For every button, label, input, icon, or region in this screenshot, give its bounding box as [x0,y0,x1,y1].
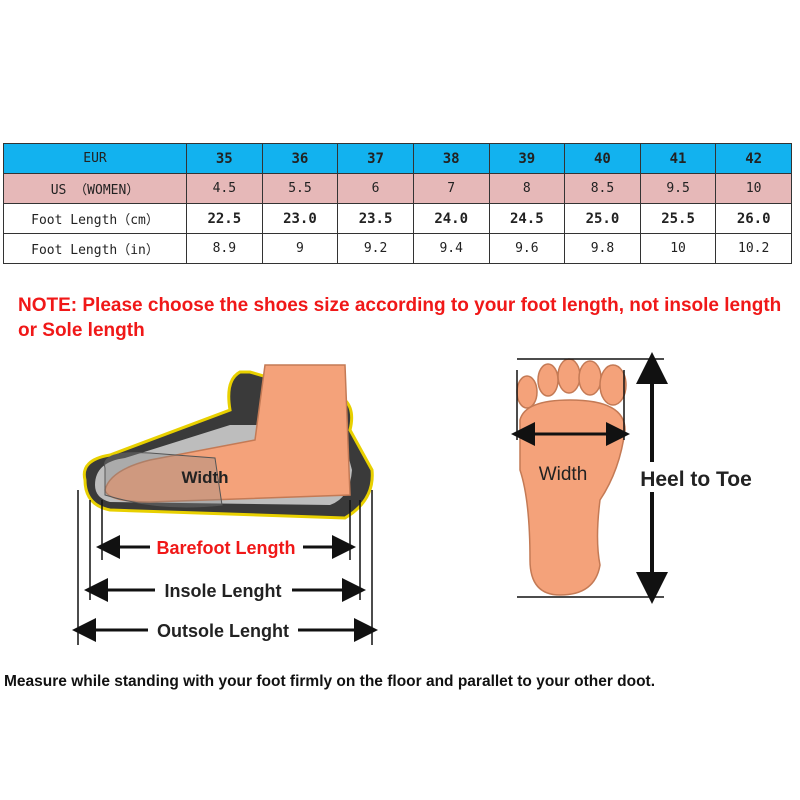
shoe-illustration [82,364,374,520]
heel-to-toe-label: Heel to Toe [640,468,752,491]
cell: 10 [715,173,792,204]
row-label: EUR [3,143,187,174]
foot-width-label: Width [539,464,588,485]
cell: 25.0 [564,203,641,234]
cell: 40 [564,143,641,174]
cell: 9 [261,233,339,264]
cell: 37 [337,143,414,174]
barefoot-length-label: Barefoot Length [157,538,296,558]
cell: 42 [715,143,792,174]
cell: 8 [488,173,566,204]
foot-sole-icon [516,358,627,596]
shoe-width-label: Width [181,468,228,487]
label-bg [632,462,762,492]
cell: 24.5 [488,203,566,234]
cell: 39 [488,143,566,174]
cell: 9.8 [564,233,641,264]
cell: 9.6 [488,233,566,264]
cell: 24.0 [412,203,490,234]
length-arrows [72,535,378,642]
cell: 22.5 [186,203,263,234]
table-row-in: Foot Length（in） 8.9 9 9.2 9.4 9.6 9.8 10… [3,233,792,264]
size-table: EUR 35 36 37 38 39 40 41 42 US （WOMEN） 4… [3,143,792,264]
outsole-length-label: Outsole Lenght [157,621,289,641]
row-label: Foot Length（in） [3,233,187,264]
cell: 4.5 [186,173,263,204]
cell: 26.0 [715,203,792,234]
cell: 23.5 [337,203,414,234]
insole-length-label: Insole Lenght [165,581,282,601]
note-text: NOTE: Please choose the shoes size accor… [18,295,782,341]
cell: 9.4 [412,233,490,264]
cell: 8.9 [186,233,263,264]
cell: 8.5 [564,173,641,204]
cell: 25.5 [639,203,717,234]
cell: 38 [412,143,490,174]
table-row-eur: EUR 35 36 37 38 39 40 41 42 [3,143,792,174]
cell: 10.2 [715,233,792,264]
row-label: US （WOMEN） [3,173,187,204]
cell: 41 [639,143,717,174]
row-label: Foot Length（cm） [3,203,187,234]
cell: 9.2 [337,233,414,264]
instruction-text: Measure while standing with your foot fi… [4,673,656,690]
cell: 6 [337,173,414,204]
